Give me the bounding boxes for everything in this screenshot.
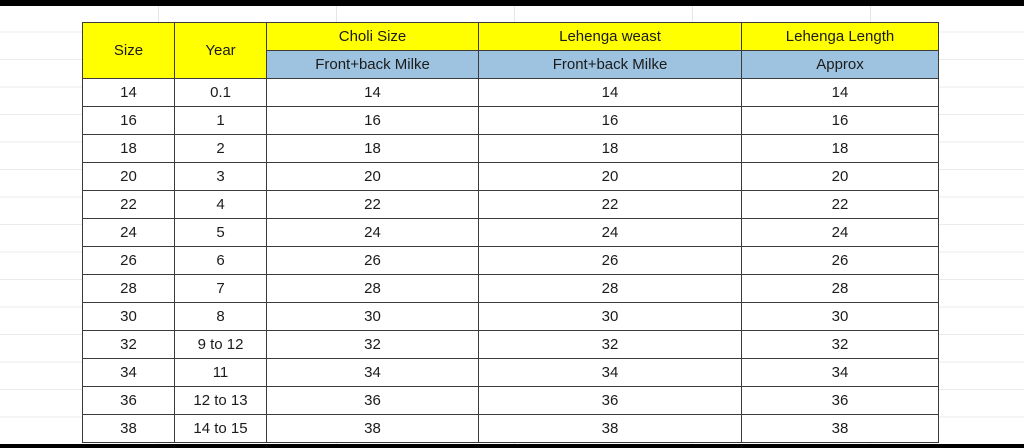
cell-year: 8: [174, 302, 267, 331]
cell-size: 24: [82, 218, 175, 247]
cell-length: 28: [741, 274, 939, 303]
size-chart-table: Size Year Choli Size Lehenga weast Lehen…: [82, 22, 939, 443]
table-row: 30 8 30 30 30: [82, 302, 939, 331]
cell-size: 22: [82, 190, 175, 219]
cell-choli: 24: [266, 218, 479, 247]
cell-year: 9 to 12: [174, 330, 267, 359]
header-lehenga-length: Lehenga Length: [741, 22, 939, 51]
table-row: 24 5 24 24 24: [82, 218, 939, 247]
cell-year: 11: [174, 358, 267, 387]
cell-size: 20: [82, 162, 175, 191]
subheader-weast-measure: Front+back Milke: [478, 50, 742, 79]
header-size: Size: [82, 22, 175, 79]
cell-size: 16: [82, 106, 175, 135]
table-row: 14 0.1 14 14 14: [82, 78, 939, 107]
table-head: Size Year Choli Size Lehenga weast Lehen…: [82, 22, 939, 79]
cell-choli: 32: [266, 330, 479, 359]
table-row: 16 1 16 16 16: [82, 106, 939, 135]
cell-choli: 28: [266, 274, 479, 303]
table-body: 14 0.1 14 14 14 16 1 16 16 16 18 2 18: [82, 78, 939, 443]
table-row: 20 3 20 20 20: [82, 162, 939, 191]
cell-choli: 38: [266, 414, 479, 443]
table-row: 32 9 to 12 32 32 32: [82, 330, 939, 359]
header-row-secondary: Front+back Milke Front+back Milke Approx: [83, 50, 939, 79]
header-lehenga-weast: Lehenga weast: [478, 22, 742, 51]
cell-size: 36: [82, 386, 175, 415]
cell-weast: 22: [478, 190, 742, 219]
cell-length: 34: [741, 358, 939, 387]
cell-length: 16: [741, 106, 939, 135]
cell-year: 7: [174, 274, 267, 303]
cell-choli: 20: [266, 162, 479, 191]
cell-length: 22: [741, 190, 939, 219]
cell-length: 14: [741, 78, 939, 107]
subheader-length-measure: Approx: [741, 50, 939, 79]
cell-length: 20: [741, 162, 939, 191]
table-row: 36 12 to 13 36 36 36: [82, 386, 939, 415]
size-chart-container: Size Year Choli Size Lehenga weast Lehen…: [82, 22, 939, 443]
cell-weast: 20: [478, 162, 742, 191]
cell-weast: 16: [478, 106, 742, 135]
header-year: Year: [174, 22, 267, 79]
top-black-bar: [0, 0, 1024, 6]
cell-size: 38: [82, 414, 175, 443]
cell-choli: 18: [266, 134, 479, 163]
header-choli-size: Choli Size: [266, 22, 479, 51]
cell-weast: 24: [478, 218, 742, 247]
cell-weast: 30: [478, 302, 742, 331]
bottom-black-bar: [0, 444, 1024, 448]
cell-year: 3: [174, 162, 267, 191]
cell-year: 5: [174, 218, 267, 247]
cell-year: 0.1: [174, 78, 267, 107]
cell-length: 30: [741, 302, 939, 331]
left-margin: [0, 6, 82, 444]
table-row: 22 4 22 22 22: [82, 190, 939, 219]
cell-choli: 22: [266, 190, 479, 219]
cell-size: 14: [82, 78, 175, 107]
cell-weast: 34: [478, 358, 742, 387]
cell-weast: 18: [478, 134, 742, 163]
header-row-primary: Size Year Choli Size Lehenga weast Lehen…: [82, 22, 939, 79]
cell-size: 32: [82, 330, 175, 359]
cell-year: 12 to 13: [174, 386, 267, 415]
cell-choli: 30: [266, 302, 479, 331]
cell-choli: 14: [266, 78, 479, 107]
cell-weast: 38: [478, 414, 742, 443]
cell-choli: 36: [266, 386, 479, 415]
table-row: 18 2 18 18 18: [82, 134, 939, 163]
cell-weast: 32: [478, 330, 742, 359]
subheader-choli-measure: Front+back Milke: [266, 50, 479, 79]
cell-size: 18: [82, 134, 175, 163]
cell-size: 26: [82, 246, 175, 275]
cell-choli: 26: [266, 246, 479, 275]
table-row: 28 7 28 28 28: [82, 274, 939, 303]
cell-weast: 36: [478, 386, 742, 415]
cell-year: 2: [174, 134, 267, 163]
table-row: 26 6 26 26 26: [82, 246, 939, 275]
cell-size: 34: [82, 358, 175, 387]
cell-length: 36: [741, 386, 939, 415]
cell-weast: 14: [478, 78, 742, 107]
cell-length: 18: [741, 134, 939, 163]
cell-weast: 28: [478, 274, 742, 303]
cell-size: 30: [82, 302, 175, 331]
cell-year: 6: [174, 246, 267, 275]
cell-size: 28: [82, 274, 175, 303]
cell-length: 26: [741, 246, 939, 275]
cell-choli: 34: [266, 358, 479, 387]
cell-choli: 16: [266, 106, 479, 135]
cell-year: 14 to 15: [174, 414, 267, 443]
cell-weast: 26: [478, 246, 742, 275]
cell-year: 4: [174, 190, 267, 219]
table-row: 38 14 to 15 38 38 38: [82, 414, 939, 443]
cell-length: 24: [741, 218, 939, 247]
cell-length: 32: [741, 330, 939, 359]
cell-length: 38: [741, 414, 939, 443]
cell-year: 1: [174, 106, 267, 135]
table-row: 34 11 34 34 34: [82, 358, 939, 387]
